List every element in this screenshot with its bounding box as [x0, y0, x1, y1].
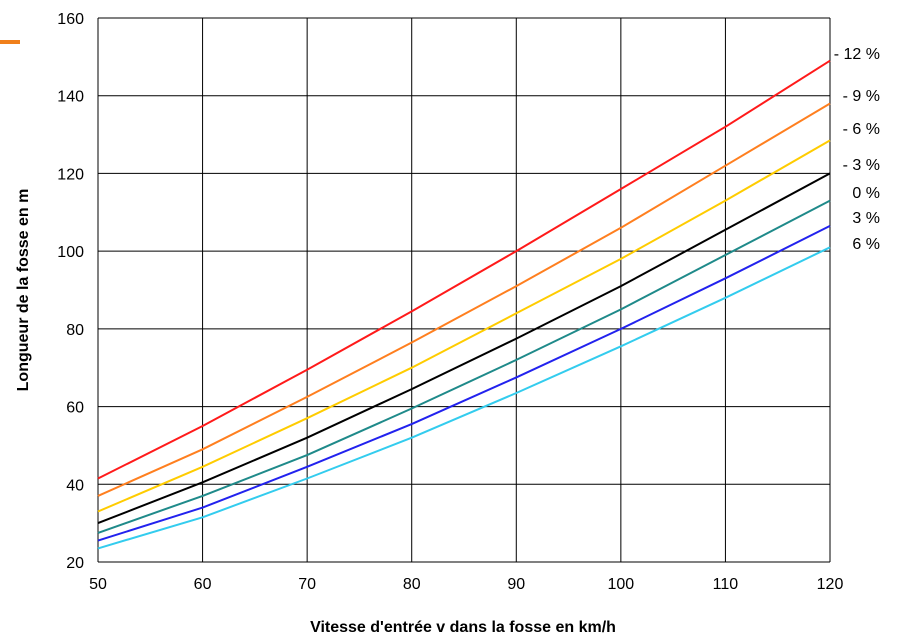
y-tick-label: 80	[66, 322, 84, 339]
x-tick-label: 120	[817, 576, 844, 593]
series-line	[97, 102, 831, 497]
series-label: - 3 %	[843, 157, 880, 174]
y-tick-labels: 20 40 60 80 100 120 140 160	[57, 11, 84, 572]
series-line	[97, 246, 831, 550]
x-tick-label: 50	[89, 576, 107, 593]
y-tick-label: 120	[57, 166, 84, 183]
series-label: - 12 %	[834, 46, 880, 63]
series-label: - 6 %	[843, 121, 880, 138]
x-tick-label: 80	[403, 576, 421, 593]
series-line	[97, 59, 831, 480]
y-tick-label: 20	[66, 555, 84, 572]
x-tick-label: 60	[194, 576, 212, 593]
y-tick-label: 40	[66, 477, 84, 494]
series-label: 3 %	[852, 210, 880, 227]
series-label: - 9 %	[843, 88, 880, 105]
x-tick-label: 110	[713, 576, 739, 593]
chart-grid	[97, 17, 831, 563]
x-tick-labels: 50 60 70 80 90 100 110 120	[89, 576, 843, 593]
y-tick-label: 60	[66, 400, 84, 417]
series-line	[97, 139, 831, 513]
y-axis-title: Longueur de la fosse en m	[15, 189, 32, 392]
y-tick-label: 140	[57, 89, 84, 106]
series-line	[97, 199, 831, 534]
series-line	[97, 172, 831, 525]
series-label: 0 %	[852, 185, 880, 202]
y-tick-label: 100	[57, 244, 84, 261]
orange-accent-mark	[0, 40, 20, 44]
y-tick-label: 160	[57, 11, 84, 28]
x-tick-label: 100	[608, 576, 635, 593]
series-label: 6 %	[852, 236, 880, 253]
x-tick-label: 70	[298, 576, 316, 593]
x-axis-title: Vitesse d'entrée v dans la fosse en km/h	[310, 619, 616, 636]
chart-series	[97, 59, 831, 550]
series-line	[97, 225, 831, 542]
x-tick-label: 90	[507, 576, 525, 593]
series-labels: - 12 % - 9 % - 6 % - 3 % 0 % 3 % 6 %	[834, 46, 880, 253]
